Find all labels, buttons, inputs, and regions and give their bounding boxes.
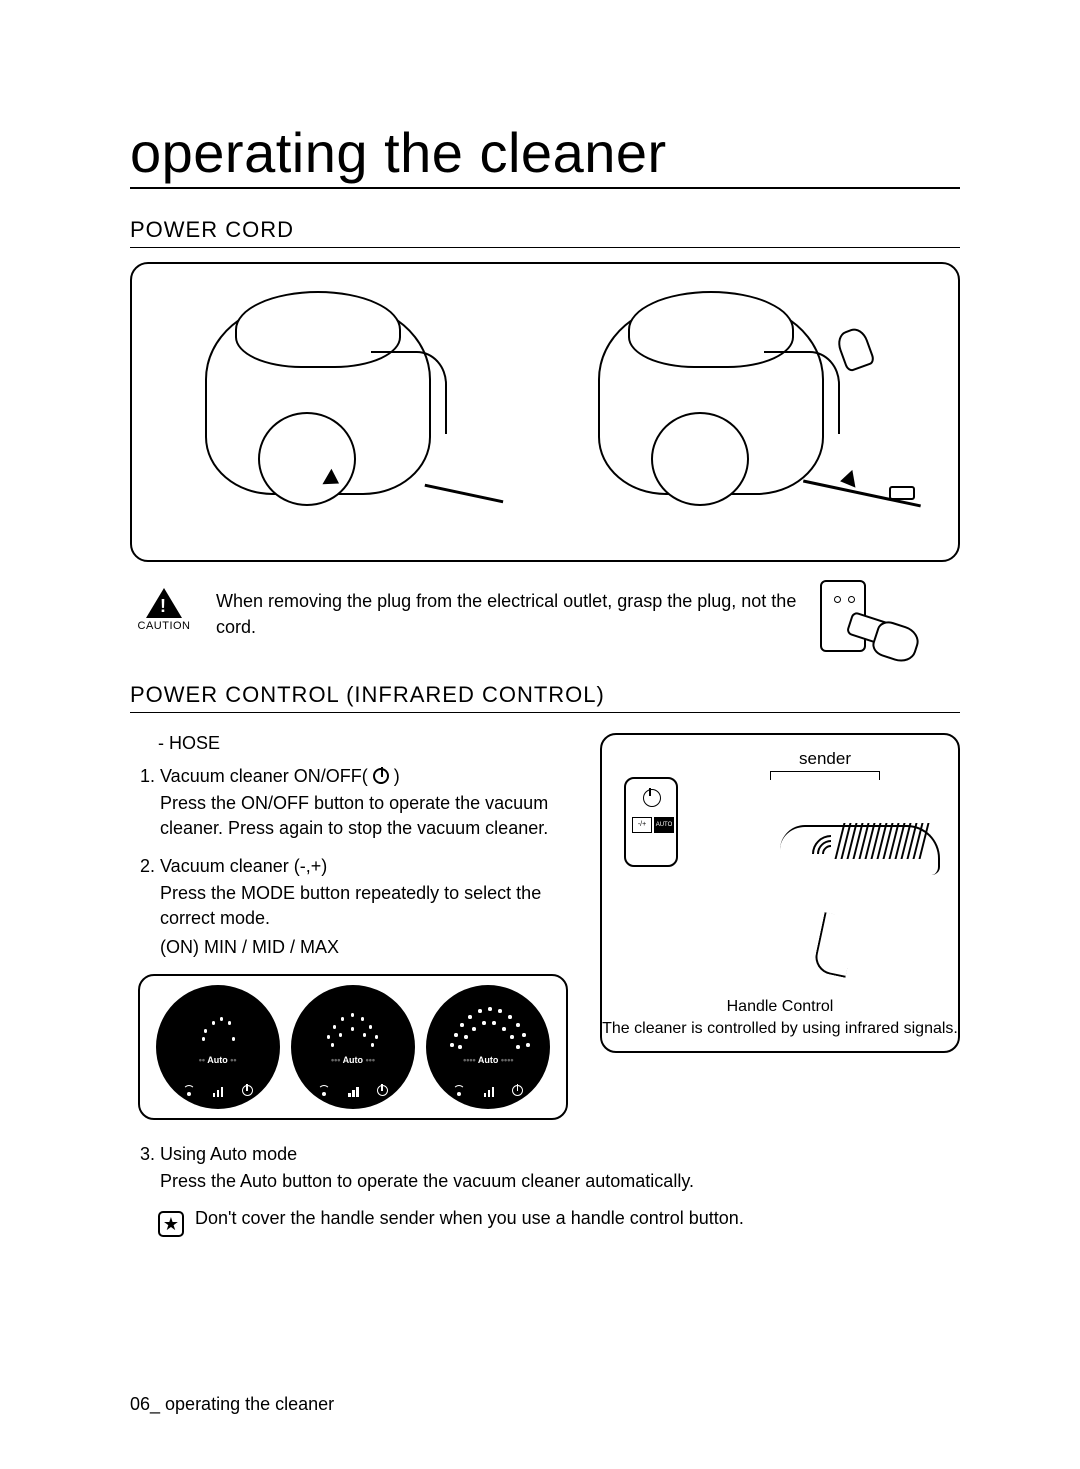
remote-power-icon [643,789,661,807]
caution-label: CAUTION [130,620,198,632]
dial-auto-label-2: Auto [343,1055,364,1065]
handle-figure [740,795,940,915]
remote-minusplus-icon: -/+ [632,817,652,833]
dial-mid: ••• Auto ••• [291,985,415,1109]
step2-modes: (ON) MIN / MID / MAX [160,935,570,960]
power-cord-illustration [130,262,960,562]
bars-icon [348,1085,359,1097]
step3-title: 3. Using Auto mode [140,1144,960,1165]
signal-icon [318,1085,330,1097]
step1-title: 1. Vacuum cleaner ON/OFF( ) [140,766,570,787]
hand-plug-icon [870,618,923,666]
handle-control-title: Handle Control [602,996,958,1018]
plug-icon [889,486,915,500]
handle-control-illustration: sender -/+ AUTO Handle Control The clean… [600,733,960,1053]
sender-label: sender [706,749,944,769]
star-tip-icon: ★ [158,1211,184,1237]
hose-subhead: - HOSE [158,733,570,754]
handle-control-desc: The cleaner is controlled by using infra… [602,1018,958,1040]
page-footer: 06_ operating the cleaner [130,1394,334,1415]
sender-bracket-icon [770,771,880,779]
outlet-figure [820,580,950,690]
step3-body: Press the Auto button to operate the vac… [160,1169,960,1194]
step1-body: Press the ON/OFF button to operate the v… [160,791,570,841]
bars-icon [484,1085,495,1097]
caution-block: CAUTION When removing the plug from the … [130,588,960,640]
section-heading-power-cord: POWER CORD [130,217,960,248]
caution-triangle-icon [146,588,182,618]
power-small-icon [377,1085,388,1096]
dial-max: •••• Auto •••• [426,985,550,1109]
step2-title: 2. Vacuum cleaner (-,+) [140,856,570,877]
remote-figure: -/+ AUTO [624,777,678,867]
signal-icon [453,1085,465,1097]
signal-icon [183,1085,195,1097]
power-small-icon [512,1085,523,1096]
vacuum-left-figure [160,274,537,550]
power-small-icon [242,1085,253,1096]
dial-min: •• Auto •• [156,985,280,1109]
step1-title-text: 1. Vacuum cleaner ON/OFF( [140,766,373,786]
infrared-signal-icon [822,845,840,868]
step2-body: Press the MODE button repeatedly to sele… [160,881,570,931]
bars-icon [213,1085,224,1097]
hand-icon [834,325,876,373]
page-title: operating the cleaner [130,120,960,189]
power-icon [373,768,389,784]
step1-title-end: ) [389,766,400,786]
dial-auto-label-3: Auto [478,1055,499,1065]
dial-illustration: •• Auto •• ••• Auto ••• •••• Auto •••• [138,974,568,1120]
vacuum-right-figure [553,274,930,550]
tip-text: Don't cover the handle sender when you u… [195,1208,744,1228]
remote-auto-icon: AUTO [654,817,674,833]
dial-auto-label: Auto [207,1055,228,1065]
arrow-in-icon [838,470,855,490]
